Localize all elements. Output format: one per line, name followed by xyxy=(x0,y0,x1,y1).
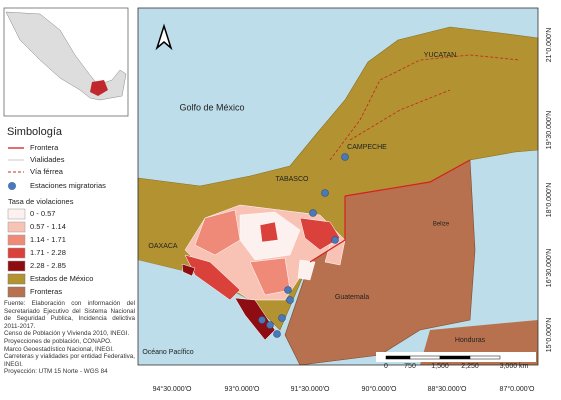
source-line: Censo de Población y Vivienda 2010, INEG… xyxy=(4,330,130,338)
lon-label: 87°0.000'O xyxy=(500,385,535,393)
municipality xyxy=(234,297,276,341)
municipality xyxy=(299,217,341,251)
legend-label: 1.14 - 1.71 xyxy=(30,235,66,244)
lon-label: 90°0.000'O xyxy=(362,385,397,393)
source-line: Proyecciones de población, CONAPO. xyxy=(4,337,112,345)
north-arrow xyxy=(155,23,173,51)
scale-label: 750 xyxy=(404,363,416,370)
municipality xyxy=(259,221,279,243)
legend-swatch xyxy=(7,286,26,298)
scale-segment xyxy=(409,355,441,360)
inset-highlight xyxy=(90,80,108,96)
station xyxy=(266,321,274,329)
station xyxy=(284,286,292,294)
lat-label: 18°0.000'N xyxy=(545,183,553,218)
municipality xyxy=(324,239,346,266)
inset-land xyxy=(5,11,127,101)
legend-label: 0 - 0.57 xyxy=(30,209,55,218)
scale-label: 1,500 xyxy=(431,363,449,370)
scale-label: 0 xyxy=(384,363,388,370)
scale-segment xyxy=(469,355,501,360)
legend-swatch xyxy=(7,273,26,285)
lat-label: 21°0.000'N xyxy=(545,28,553,63)
station xyxy=(341,153,349,161)
station xyxy=(309,209,317,217)
map-label: Golfo de México xyxy=(179,102,244,112)
lon-label: 93°0.000'O xyxy=(225,385,260,393)
legend-swatch xyxy=(7,221,26,233)
map-label: CAMPECHE xyxy=(347,144,387,151)
map-label: TABASCO xyxy=(276,176,309,183)
legend-subtitle: Tasa de violaciones xyxy=(8,197,74,206)
map-frame xyxy=(137,7,539,366)
station xyxy=(278,314,286,322)
legend: Simbología Frontera Vialidades Vía férrea Es… xyxy=(7,126,106,298)
legend-label: 0.57 - 1.14 xyxy=(30,222,66,231)
legend-swatch xyxy=(7,260,26,272)
lon-label: 94°30.000'O xyxy=(153,385,192,393)
pacific xyxy=(138,260,285,365)
legend-station xyxy=(8,182,16,190)
scale-label: 2,250 xyxy=(461,363,479,370)
source-line: Fuente: Elaboración con información del … xyxy=(4,300,135,330)
lat-label: 16°30.000'N xyxy=(545,249,553,287)
legend-label: 1.71 - 2.28 xyxy=(30,248,66,257)
lat-label: 15°0.000'N xyxy=(545,318,553,353)
scale-segment xyxy=(439,355,471,360)
lon-label: 88°30.000'O xyxy=(428,385,467,393)
lat-label: 19°30.000'N xyxy=(545,111,553,149)
legend-swatch xyxy=(7,208,26,220)
legend-label: Fronteras xyxy=(30,287,62,296)
station xyxy=(321,189,329,197)
source-notes: Fuente: Elaboración con información del … xyxy=(4,300,135,376)
chiapas xyxy=(181,204,346,341)
legend-title: Simbología xyxy=(7,126,63,138)
station xyxy=(258,316,266,324)
scale-label: 3,000 km xyxy=(500,363,529,370)
legend-label: 2.28 - 2.85 xyxy=(30,261,66,270)
map-label: Guatemala xyxy=(335,294,369,301)
source-line: Carreteras y vialidades por entidad Fede… xyxy=(4,353,135,368)
station xyxy=(331,236,339,244)
station xyxy=(286,296,294,304)
scale-segment xyxy=(385,355,411,360)
map-label: Belize xyxy=(433,222,450,228)
station xyxy=(273,330,281,338)
map-label: Honduras xyxy=(455,337,486,344)
legend-label: Vía férrea xyxy=(30,167,64,176)
map-label: YUCATAN xyxy=(424,52,456,59)
legend-label: Frontera xyxy=(30,143,59,152)
frontera-line xyxy=(309,159,471,263)
lon-label: 91°30.000'O xyxy=(291,385,330,393)
municipality xyxy=(181,263,196,277)
legend-swatch xyxy=(7,247,26,259)
legend-label: Estados de México xyxy=(30,274,93,283)
legend-swatch xyxy=(7,234,26,246)
stations xyxy=(258,153,349,338)
source-line: Marco Geoestadístico Nacional, INEGI. xyxy=(4,345,114,353)
scale-bar: 0 750 1,500 2,250 3,000 km xyxy=(384,355,529,370)
legend-label: Estaciones migratorias xyxy=(30,181,106,190)
municipality xyxy=(194,209,241,256)
map-label: Océano Pacífico xyxy=(142,349,193,356)
map-label: OAXACA xyxy=(148,243,178,250)
source-line: Proyección: UTM 15 Norte - WGS 84 xyxy=(4,368,108,376)
via-ferrea xyxy=(329,54,521,161)
legend-label: Vialidades xyxy=(30,155,65,164)
